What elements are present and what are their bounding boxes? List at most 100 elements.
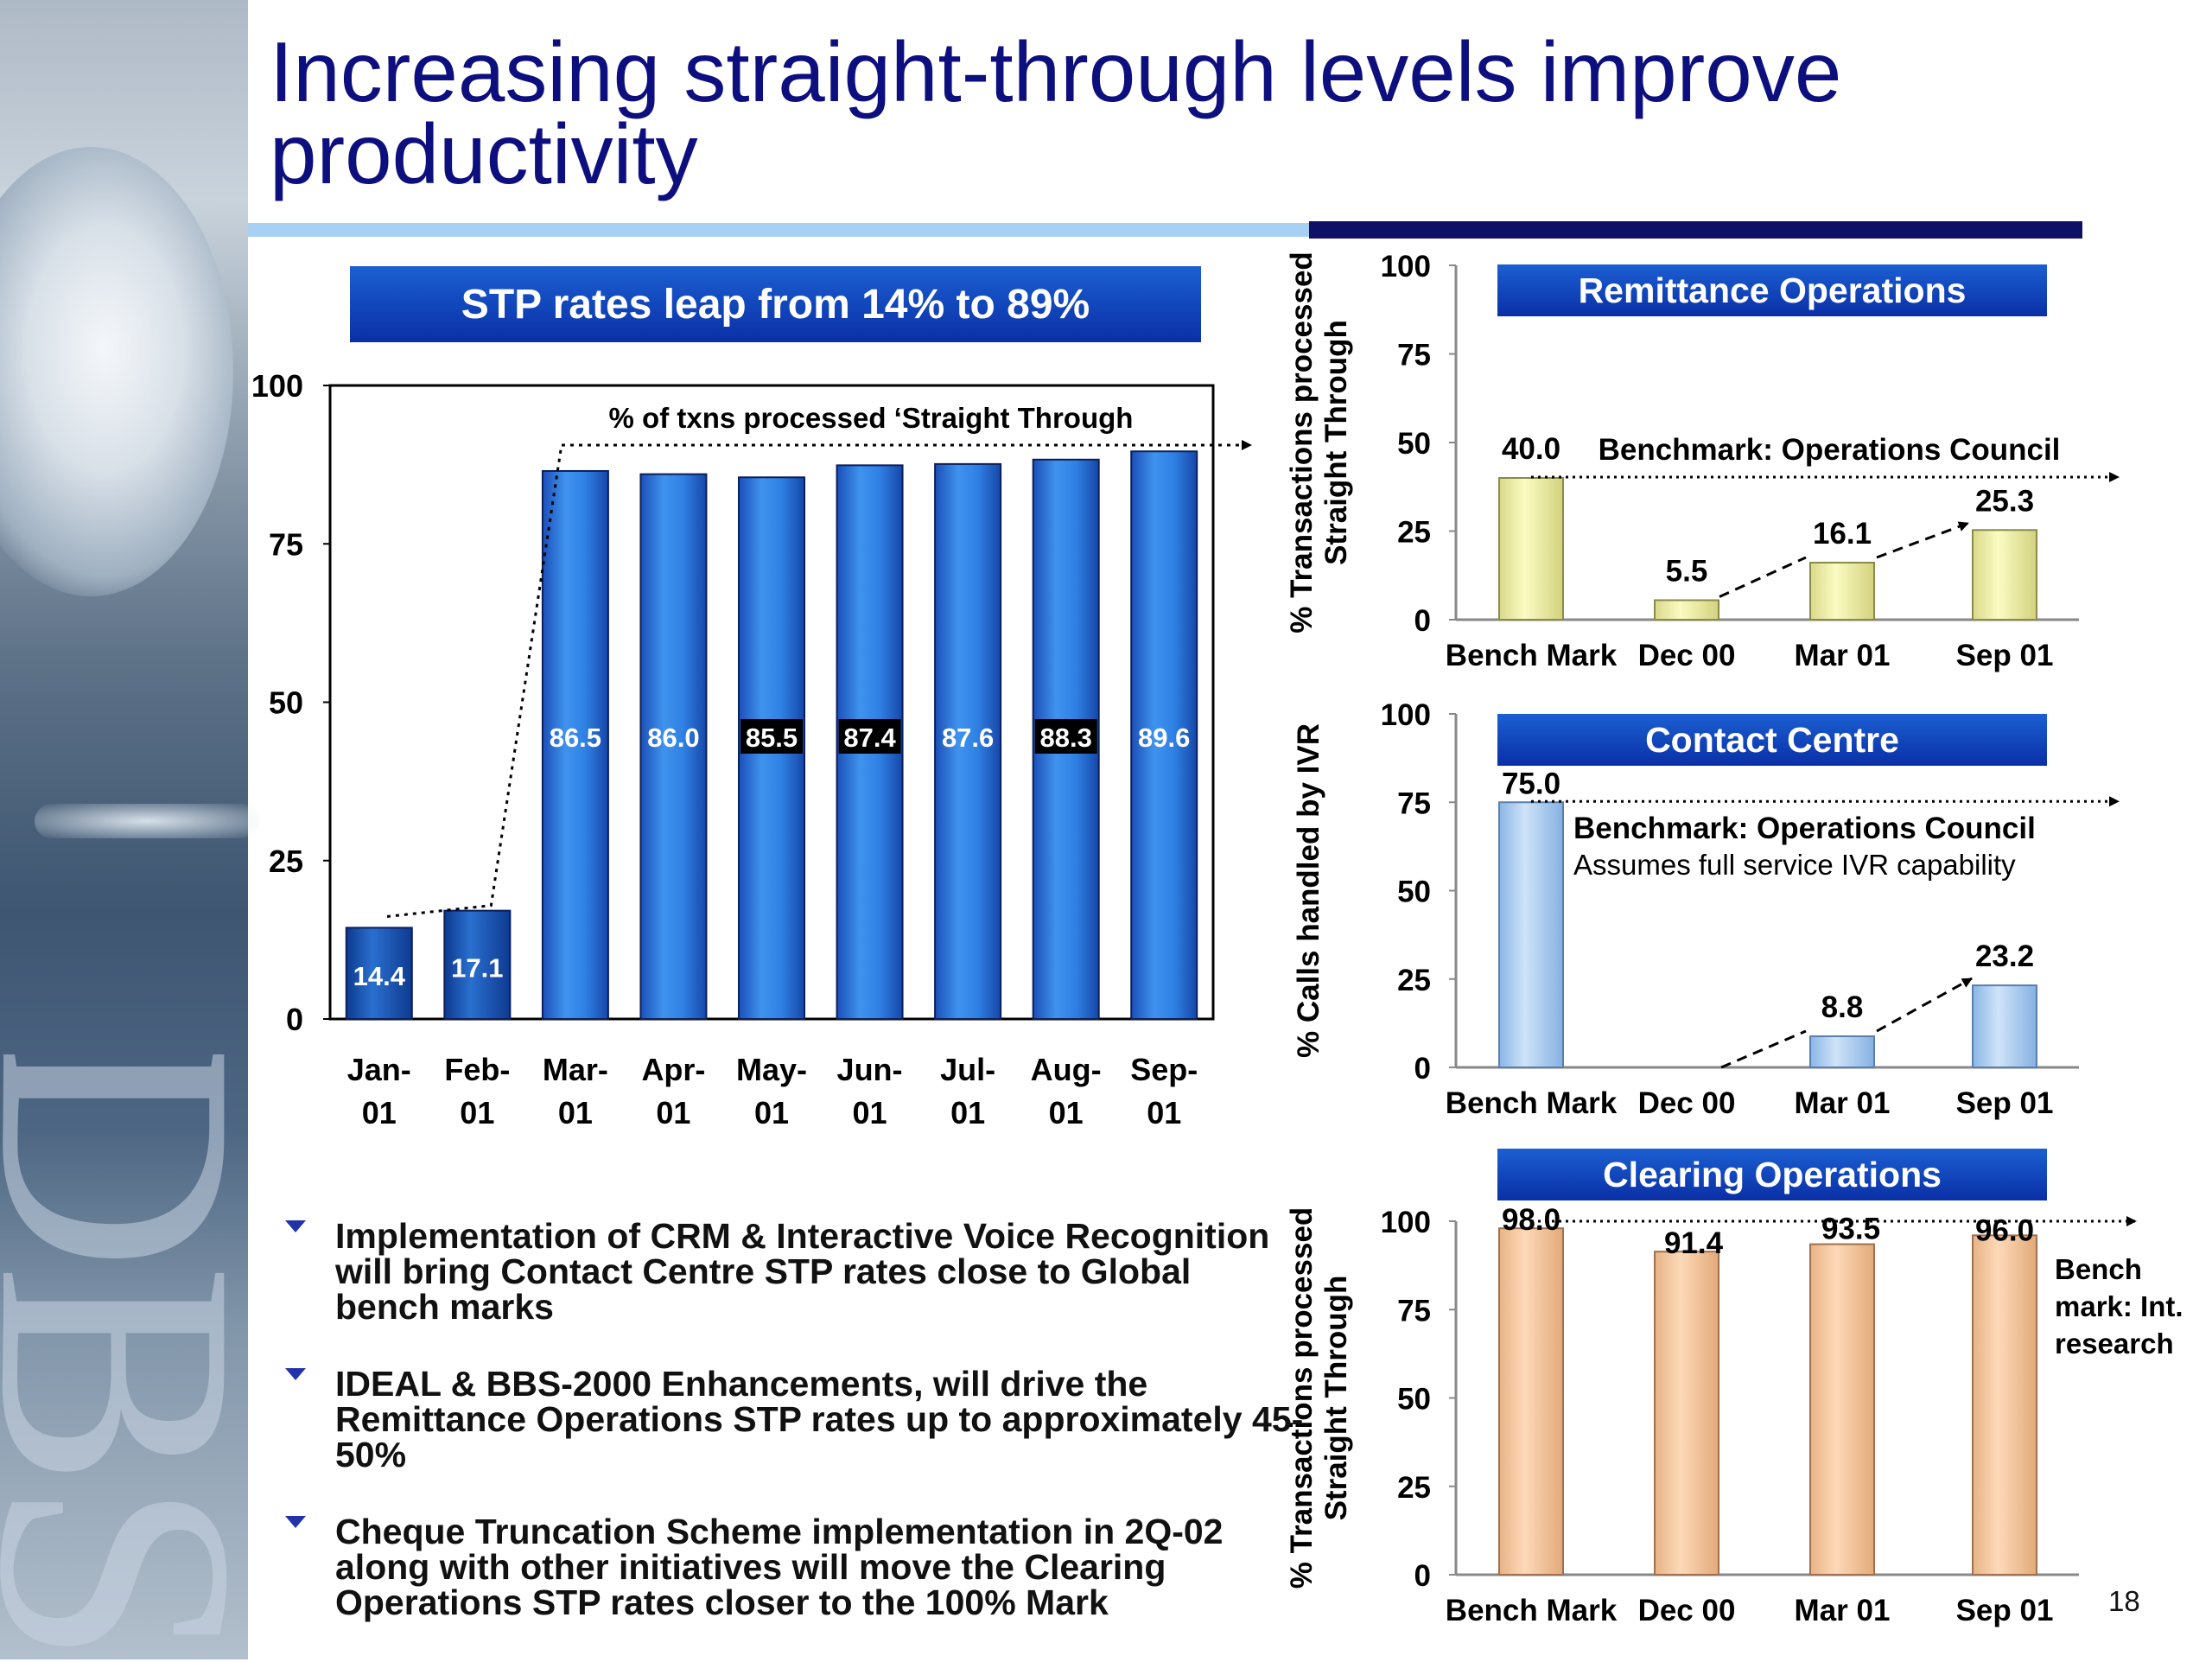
contact-title: Contact Centre [1645, 720, 1899, 760]
clearing-y-label: % Transactions processed Straight Through [1285, 1207, 1353, 1589]
contact-x-tick-label: Sep 01 [1956, 1086, 2054, 1120]
sidebar-decoration: DBS [0, 0, 259, 1659]
main-data-label: 87.4 [843, 723, 896, 753]
clearing-data-label: 91.4 [1664, 1226, 1724, 1260]
main-y-tick-label: 75 [269, 526, 303, 562]
main-x-tick-label: Apr- [641, 1052, 705, 1087]
contact-bar [1809, 1035, 1875, 1069]
bullet-ideal: IDEAL & BBS-2000 Enhancements, will driv… [285, 1366, 1305, 1473]
clearing-y-tick-label: 0 [1414, 1559, 1431, 1593]
contact-annotation: Benchmark: Operations Council [1573, 812, 2036, 845]
main-x-tick-label: 01 [1049, 1095, 1084, 1130]
bullet-arrow-icon [285, 1368, 306, 1380]
clearing-y-tick-label: 75 [1397, 1294, 1431, 1328]
main-x-tick-label: Mar- [543, 1052, 608, 1087]
clearing-x-tick-label: Mar 01 [1795, 1594, 1891, 1627]
remittance-trend-2 [1876, 521, 1969, 559]
main-x-tick-label: Aug- [1031, 1052, 1102, 1087]
clearing-y-tick-label: 100 [1381, 1206, 1431, 1239]
main-x-tick-label: 01 [362, 1095, 397, 1130]
remittance-bar [1654, 599, 1719, 621]
contact-bar [1498, 801, 1564, 1068]
main-data-label-bg [838, 719, 901, 754]
remittance-y-label: % Transactions processed Straight Through [1285, 252, 1353, 634]
main-y-tick-label: 50 [269, 685, 303, 721]
contact-y-tick-label: 100 [1381, 698, 1431, 732]
coin-image [0, 147, 233, 596]
main-x-tick-label: 01 [558, 1095, 593, 1130]
main-y-tick-label: 25 [269, 844, 303, 879]
contact-bar [1972, 984, 2037, 1069]
main-x-tick-label: 01 [950, 1095, 985, 1130]
bullet-crm: Implementation of CRM & Interactive Voic… [285, 1219, 1305, 1325]
clearing-annotation: mark: Int. [2055, 1290, 2183, 1322]
clearing-annotation: research [2055, 1328, 2174, 1360]
remittance-y-tick-label: 100 [1381, 250, 1431, 283]
contact-data-label: 23.2 [1975, 939, 2034, 973]
contact-trend-1 [1720, 1029, 1807, 1069]
clearing-annotation: Bench [2055, 1253, 2142, 1285]
remittance-x-tick-label: Sep 01 [1956, 639, 2054, 672]
main-growth-path [386, 439, 1252, 918]
main-x-tick-label: 01 [460, 1095, 494, 1130]
remittance-data-label: 40.0 [1502, 432, 1560, 466]
remittance-x-tick-label: Bench Mark [1446, 639, 1618, 672]
main-x-tick-label: May- [736, 1052, 807, 1087]
title-rule-light [248, 223, 1309, 237]
clearing-data-label: 93.5 [1821, 1213, 1880, 1246]
main-data-label: 14.4 [353, 961, 406, 991]
remittance-data-label: 25.3 [1975, 484, 2034, 518]
remittance-title-banner [1497, 264, 2047, 316]
main-x-tick-label: 01 [754, 1095, 789, 1130]
main-bar [1130, 450, 1198, 1020]
main-bar [934, 462, 1002, 1020]
main-data-label-bg [1034, 719, 1097, 754]
clearing-y-label-line: % Transactions processed [1285, 1207, 1319, 1589]
remittance-y-tick-label: 0 [1414, 604, 1431, 638]
main-chart-banner: STP rates leap from 14% to 89% [350, 266, 1201, 342]
main-y-tick-label: 0 [286, 1002, 303, 1037]
remittance-y-tick-label: 75 [1397, 339, 1431, 373]
remittance-trend-1 [1719, 556, 1807, 598]
contact-x-tick-label: Bench Mark [1446, 1086, 1618, 1120]
main-x-tick-label: 01 [853, 1095, 887, 1130]
clearing-title-banner [1497, 1149, 2047, 1200]
main-data-label: 85.5 [746, 723, 798, 753]
contact-y-tick-label: 75 [1397, 786, 1431, 820]
contact-trend-2 [1876, 977, 1973, 1033]
contact-y-tick-label: 0 [1414, 1052, 1431, 1086]
clearing-bar [1498, 1227, 1564, 1576]
remittance-data-label: 5.5 [1666, 554, 1708, 588]
clearing-y-tick-label: 25 [1397, 1471, 1431, 1505]
clearing-title: Clearing Operations [1603, 1155, 1942, 1194]
clearing-x-tick-label: Bench Mark [1446, 1594, 1618, 1627]
clearing-y-tick-label: 50 [1397, 1383, 1431, 1417]
contact-title-banner [1497, 714, 2047, 766]
main-x-tick-label: Jul- [940, 1052, 995, 1087]
main-data-label: 86.0 [647, 723, 699, 753]
remittance-x-tick-label: Dec 00 [1638, 639, 1736, 672]
main-x-tick-label: 01 [656, 1095, 690, 1130]
main-x-tick-label: 01 [1147, 1095, 1181, 1130]
remittance-data-label: 16.1 [1813, 517, 1872, 551]
clearing-x-tick-label: Dec 00 [1638, 1594, 1736, 1627]
contact-annotation-2: Assumes full service IVR capability [1573, 849, 2016, 881]
main-data-label: 86.5 [550, 723, 601, 753]
contact-x-tick-label: Dec 00 [1638, 1086, 1736, 1120]
contact-data-label: 75.0 [1502, 767, 1560, 800]
main-data-label: 89.6 [1138, 723, 1190, 753]
main-subtitle: % of txns processed ‘Straight Through [609, 402, 1134, 434]
main-bar [345, 927, 413, 1020]
main-x-tick-label: Sep- [1130, 1052, 1198, 1087]
main-x-tick-label: Jan- [347, 1052, 411, 1087]
remittance-bar [1498, 477, 1564, 621]
light-swipe [35, 804, 259, 838]
contact-y-label-line: % Calls handled by IVR [1292, 723, 1325, 1058]
remittance-bar [1809, 561, 1875, 621]
remittance-y-tick-label: 50 [1397, 427, 1431, 461]
remittance-y-label-line: % Transactions processed [1285, 252, 1319, 634]
clearing-y-label-line: Straight Through [1319, 1276, 1353, 1521]
remittance-bar [1972, 529, 2037, 621]
page-title: Increasing straight-through levels impro… [270, 24, 1842, 201]
